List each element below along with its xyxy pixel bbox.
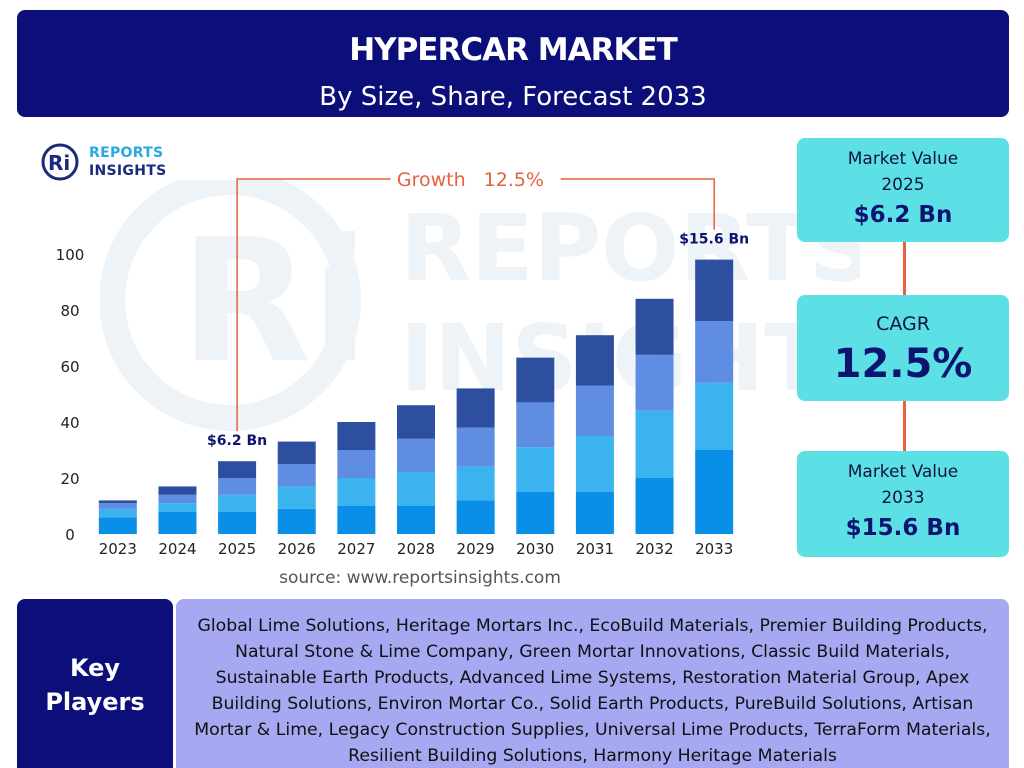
bar-segment [337, 506, 376, 534]
x-tick-label: 2026 [278, 540, 316, 558]
bar-segment [516, 402, 555, 448]
bar-segment [456, 427, 495, 467]
bar-segment [277, 464, 316, 487]
bar-segment [695, 259, 734, 322]
connector-line-bottom [903, 401, 906, 451]
bar-segment [397, 506, 435, 534]
card-label: CAGR [876, 313, 930, 335]
y-tick-label: 0 [65, 526, 75, 544]
bar-segment [158, 494, 197, 504]
bar-segment [575, 335, 614, 386]
bar-segment [397, 438, 435, 473]
key-players-list: Global Lime Solutions, Heritage Mortars … [176, 599, 1009, 768]
bar-segment [98, 508, 137, 518]
watermark-logo: Ri REPORTS INSIGHTS [100, 180, 860, 431]
growth-value: 12.5% [484, 169, 544, 191]
bar-segment [695, 382, 734, 450]
card-value: $6.2 Bn [853, 202, 953, 228]
y-tick-label: 80 [60, 302, 79, 320]
logo-word-1: REPORTS [89, 145, 164, 161]
x-tick-label: 2029 [457, 540, 495, 558]
bar-segment [516, 447, 555, 492]
page-subtitle: By Size, Share, Forecast 2033 [319, 82, 707, 112]
bar-segment [695, 321, 734, 383]
bar-segment [575, 385, 614, 436]
x-tick-label: 2032 [635, 540, 673, 558]
y-tick-label: 100 [56, 246, 85, 264]
market-value-2025-card: Market Value 2025 $6.2 Bn [797, 138, 1009, 242]
growth-label: Growth [397, 169, 466, 191]
bar-segment [575, 436, 614, 492]
key-players-heading: Key Players [17, 599, 173, 768]
bar-segment [337, 450, 376, 478]
bar-segment [635, 410, 674, 478]
x-tick-label: 2031 [576, 540, 614, 558]
connector-line-top [903, 242, 906, 295]
x-tick-label: 2030 [516, 540, 554, 558]
bar-segment [98, 517, 137, 534]
x-tick-label: 2024 [158, 540, 196, 558]
x-tick-label: 2027 [337, 540, 375, 558]
x-tick-label: 2028 [397, 540, 435, 558]
bar-segment [337, 478, 376, 506]
bar-segment [695, 450, 734, 534]
stacked-bar-chart: 0 20 40 60 80 100 2023 2024 2025 2026 2027 2028 2029… [56, 169, 749, 558]
growth-bracket-left [236, 178, 391, 432]
x-tick-label: 2023 [99, 540, 137, 558]
market-value-2033-card: Market Value 2033 $15.6 Bn [797, 451, 1009, 557]
card-value: 12.5% [833, 341, 973, 387]
card-year: 2025 [881, 175, 925, 195]
card-year: 2033 [881, 488, 925, 508]
bar-segment [456, 500, 495, 534]
bar-segment [218, 478, 257, 495]
key-players-heading-line-1: Key [69, 654, 121, 682]
card-label: Market Value [847, 149, 959, 169]
bar-segment [98, 503, 137, 509]
cagr-card: CAGR 12.5% [797, 295, 1009, 401]
key-players-heading-line-2: Players [45, 688, 145, 716]
bar-segment [635, 478, 674, 534]
bar-segment [158, 503, 197, 512]
logo-mark-icon: Ri [41, 143, 79, 181]
bar-segment [456, 388, 495, 428]
logo-mark-text: Ri [48, 151, 70, 175]
bar-segment [337, 422, 376, 450]
bar-segment [98, 500, 137, 504]
card-label: Market Value [847, 462, 959, 482]
bar-segment [218, 511, 257, 534]
y-tick-label: 40 [60, 414, 79, 432]
bar-segment [575, 492, 614, 534]
bar-segment [158, 486, 197, 495]
x-tick-label: 2033 [695, 540, 733, 558]
bar-value-annotation: $6.2 Bn [207, 433, 267, 449]
header-banner: HYPERCAR MARKET By Size, Share, Forecast… [17, 10, 1009, 117]
bar-segment [516, 357, 555, 403]
bar-segment [516, 492, 555, 534]
bar-segment [277, 486, 316, 509]
y-tick-label: 20 [60, 470, 79, 488]
x-tick-label: 2025 [218, 540, 256, 558]
bar-value-annotation: $15.6 Bn [679, 232, 749, 248]
page-title: HYPERCAR MARKET [349, 32, 678, 68]
bar-segment [158, 511, 197, 534]
svg-text:Ri: Ri [180, 203, 369, 401]
card-value: $15.6 Bn [845, 515, 961, 541]
bar-segment [397, 472, 435, 506]
bar-segment [277, 441, 316, 464]
growth-bracket-right [560, 178, 715, 230]
source-note: source: www.reportsinsights.com [279, 568, 561, 588]
bar-segment [635, 298, 674, 355]
bar-segment [218, 461, 257, 478]
bar-segment [397, 405, 435, 439]
y-tick-label: 60 [60, 358, 79, 376]
logo-word-2: INSIGHTS [89, 163, 167, 179]
bar-segment [456, 466, 495, 501]
bar-segment [218, 494, 257, 512]
brand-logo: Ri REPORTS INSIGHTS [40, 142, 190, 182]
bar-segment [277, 508, 316, 534]
watermark-text-1: REPORTS [400, 195, 860, 302]
bar-segment [635, 354, 674, 411]
